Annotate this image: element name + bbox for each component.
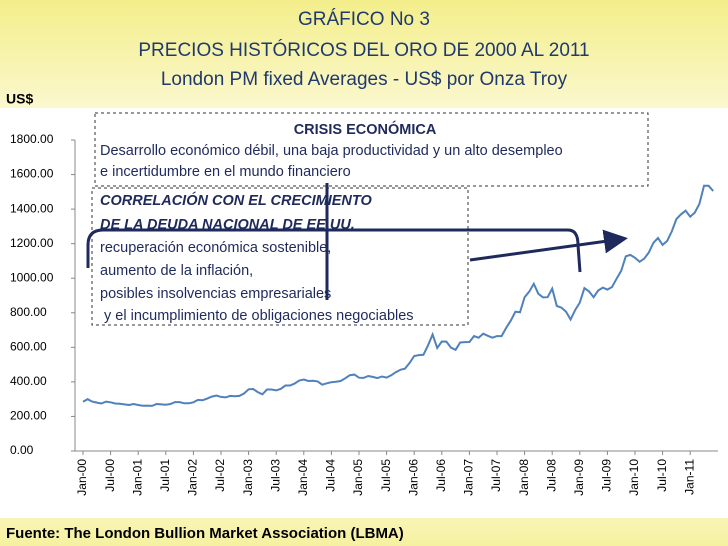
x-tick-label: Jul-08 [544,459,558,492]
y-tick-label: 1000.00 [10,270,54,284]
x-tick-label: Jan-09 [572,459,586,496]
x-tick-label: Jan-00 [75,459,89,496]
annotation: CRISIS ECONÓMICA [294,120,437,138]
x-tick-label: Jan-02 [186,459,200,496]
y-tick-label: 1600.00 [10,167,54,181]
bracket-arrow [86,228,582,273]
x-tick-label: Jul-00 [103,459,117,492]
x-tick-label: Jul-07 [489,459,503,492]
y-axis-label: US$ [6,91,33,107]
x-tick-label: Jan-11 [682,459,696,495]
chart-title: PRECIOS HISTÓRICOS DEL ORO DE 2000 AL 20… [138,39,589,61]
annotation: y el incumplimiento de obligaciones nego… [100,308,414,324]
plot-background [0,108,728,518]
annotation: aumento de la inflación, [100,263,253,279]
annotation-box [91,187,469,326]
annotation: recuperación económica sostenible, [100,240,331,256]
x-tick-label: Jul-02 [213,459,227,492]
y-tick-label: 200.00 [10,409,47,423]
x-tick-label: Jul-05 [379,459,393,492]
x-tick-label: Jan-07 [462,459,476,496]
x-tick-label: Jul-10 [655,459,669,492]
annotation: DE LA DEUDA NACIONAL DE EE.UU. [100,217,355,233]
x-tick-label: Jan-01 [130,459,144,496]
y-tick-label: 1800.00 [10,132,54,146]
annotation: CORRELACIÓN CON EL CRECIMIENTO [100,191,372,209]
y-tick-label: 400.00 [10,374,47,388]
x-tick-label: Jul-03 [268,459,282,492]
source: Fuente: The London Bullion Market Associ… [6,525,404,542]
chart-title: GRÁFICO No 3 [298,9,430,30]
y-tick-label: 800.00 [10,305,47,319]
price-line [82,184,714,407]
y-tick-label: 0.00 [10,443,34,457]
annotation: e incertidumbre en el mundo financiero [100,164,351,180]
x-tick-label: Jan-05 [351,459,365,496]
x-tick-label: Jan-06 [406,459,420,496]
y-tick-label: 1400.00 [10,201,54,215]
x-tick-label: Jan-04 [296,459,310,496]
trend-arrow [469,229,628,262]
x-tick-label: Jul-06 [434,459,448,492]
y-tick-label: 1200.00 [10,236,54,250]
x-tick-label: Jul-04 [324,459,338,492]
chart-title: London PM fixed Averages - US$ por Onza … [161,69,568,90]
annotation: Desarrollo económico débil, una baja pro… [100,143,563,159]
y-tick-label: 600.00 [10,340,47,354]
x-tick-label: Jul-09 [600,459,614,492]
annotation-box [94,112,649,187]
x-tick-label: Jan-08 [517,459,531,496]
annotation: posibles insolvencias empresariales [100,286,331,302]
x-tick-label: Jan-03 [241,459,255,496]
x-tick-label: Jul-01 [158,459,172,492]
x-tick-label: Jan-10 [627,459,641,496]
